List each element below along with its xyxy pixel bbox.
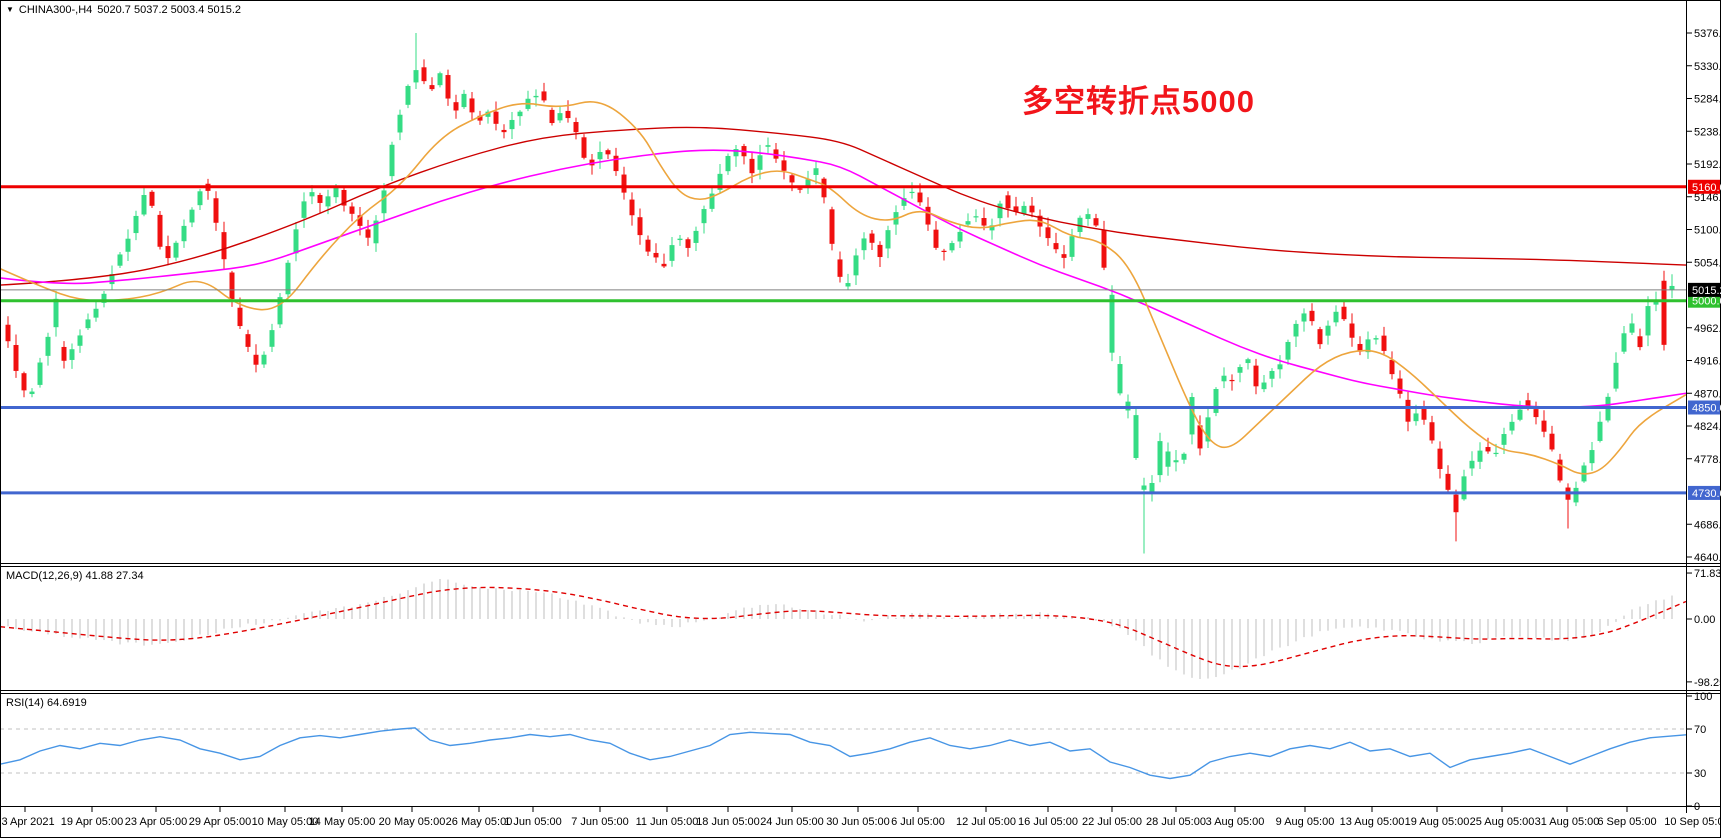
svg-text:10 Sep 05:00: 10 Sep 05:00 [1664,816,1721,828]
svg-text:24 Jun 05:00: 24 Jun 05:00 [760,816,824,828]
svg-text:13 Aug 05:00: 13 Aug 05:00 [1340,816,1405,828]
svg-text:19 Apr 05:00: 19 Apr 05:00 [61,816,123,828]
svg-text:18 Jun 05:00: 18 Jun 05:00 [696,816,760,828]
svg-text:4686.0: 4686.0 [1694,519,1721,531]
svg-text:9 Aug 05:00: 9 Aug 05:00 [1276,816,1335,828]
svg-text:5000.0: 5000.0 [1692,296,1721,308]
svg-text:-98.25: -98.25 [1694,677,1721,689]
rsi-layer [0,727,1687,780]
svg-text:5192.0: 5192.0 [1694,159,1721,171]
rsi-line [0,727,1687,780]
svg-text:5100.0: 5100.0 [1694,225,1721,237]
svg-text:4870.0: 4870.0 [1694,388,1721,400]
svg-text:19 Aug 05:00: 19 Aug 05:00 [1405,816,1470,828]
symbol-dropdown-icon[interactable]: ▼ [6,5,14,14]
svg-text:6 Sep 05:00: 6 Sep 05:00 [1597,816,1656,828]
chart-title: ▼ CHINA300-,H4 5020.7 5037.2 5003.4 5015… [6,4,241,16]
mid-ma [0,149,1687,408]
svg-text:0: 0 [1694,801,1700,813]
macd-signal-line [0,586,1687,668]
svg-text:29 Apr 05:00: 29 Apr 05:00 [189,816,251,828]
candles-layer [5,33,1675,554]
svg-text:26 May 05:00: 26 May 05:00 [446,816,513,828]
fast-ma [0,100,1687,475]
svg-text:30: 30 [1694,768,1706,780]
svg-text:4640.0: 4640.0 [1694,552,1721,564]
rsi-header: RSI(14) 64.6919 [6,697,87,709]
svg-text:5146.0: 5146.0 [1694,192,1721,204]
svg-text:4730.0: 4730.0 [1692,488,1721,500]
svg-text:1 Jun 05:00: 1 Jun 05:00 [504,816,562,828]
svg-text:10 May 05:00: 10 May 05:00 [252,816,319,828]
svg-text:71.83: 71.83 [1694,568,1721,580]
svg-text:5054.0: 5054.0 [1694,257,1721,269]
svg-text:100: 100 [1694,691,1712,703]
svg-text:4916.0: 4916.0 [1694,356,1721,368]
svg-text:12 Jul 05:00: 12 Jul 05:00 [956,816,1016,828]
hlines-layer[interactable] [0,185,1686,495]
svg-text:7 Jun 05:00: 7 Jun 05:00 [571,816,629,828]
time-scale[interactable]: 13 Apr 2021 19 Apr 05:00 23 Apr 05:00 29 Ap… [0,807,1721,828]
svg-text:0.00: 0.00 [1694,614,1715,626]
svg-text:4850.0: 4850.0 [1692,402,1721,414]
svg-text:4778.0: 4778.0 [1694,454,1721,466]
svg-text:5284.0: 5284.0 [1694,94,1721,106]
svg-text:5160.0: 5160.0 [1692,182,1721,194]
svg-text:4962.0: 4962.0 [1694,323,1721,335]
svg-text:13 Apr 2021: 13 Apr 2021 [0,816,55,828]
svg-text:5330.0: 5330.0 [1694,61,1721,73]
annotation-text: 多空转折点5000 [1022,84,1255,119]
svg-text:31 Aug 05:00: 31 Aug 05:00 [1535,816,1600,828]
svg-text:25 Aug 05:00: 25 Aug 05:00 [1470,816,1535,828]
svg-text:11 Jun 05:00: 11 Jun 05:00 [636,816,699,828]
svg-text:4824.0: 4824.0 [1694,421,1721,433]
svg-text:70: 70 [1694,724,1706,736]
macd-header: MACD(12,26,9) 41.88 27.34 [6,570,144,582]
svg-text:20 May 05:00: 20 May 05:00 [379,816,446,828]
svg-text:5015.2: 5015.2 [1692,285,1721,297]
symbol-title: CHINA300-,H4 [18,4,93,16]
moving-averages-layer [0,100,1687,475]
svg-text:22 Jul 05:00: 22 Jul 05:00 [1082,816,1142,828]
macd-layer [0,578,1687,679]
svg-text:5238.0: 5238.0 [1694,126,1721,138]
price-scale[interactable]: 5376.0 5330.0 5284.0 5238.0 5192.0 5146.0 5100… [1687,28,1721,813]
svg-text:28 Jul 05:00: 28 Jul 05:00 [1146,816,1206,828]
svg-text:30 Jun 05:00: 30 Jun 05:00 [826,816,890,828]
svg-text:6 Jul 05:00: 6 Jul 05:00 [891,816,945,828]
slow-ma [0,126,1687,286]
svg-text:3 Aug 05:00: 3 Aug 05:00 [1206,816,1265,828]
svg-text:14 May 05:00: 14 May 05:00 [309,816,376,828]
svg-text:23 Apr 05:00: 23 Apr 05:00 [125,816,187,828]
svg-text:5376.0: 5376.0 [1694,28,1721,40]
svg-text:16 Jul 05:00: 16 Jul 05:00 [1018,816,1078,828]
ohlc-values: 5020.7 5037.2 5003.4 5015.2 [97,4,242,16]
